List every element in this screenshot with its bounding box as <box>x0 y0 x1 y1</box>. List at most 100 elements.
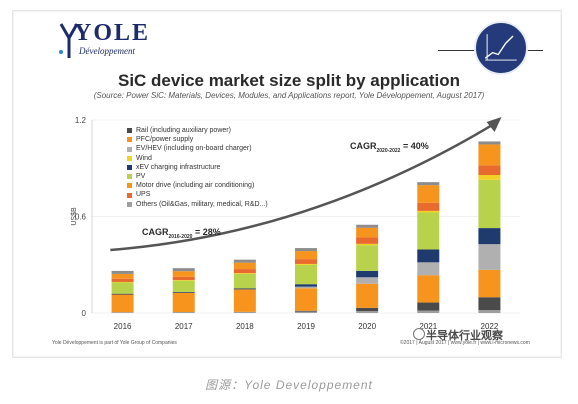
yole-logo-mark <box>59 23 79 58</box>
bar-segment-xev-2016 <box>111 293 134 295</box>
y-tick-label: 1.2 <box>75 116 87 125</box>
bar-segment-pfc-2017 <box>172 271 195 277</box>
legend-item-pfc: PFC/power supply <box>127 135 268 144</box>
logo-subtitle: Développement <box>79 46 135 56</box>
bar-segment-rail-2021 <box>417 302 440 311</box>
bar-segment-evhev-2022 <box>478 244 501 270</box>
bar-cap-2019 <box>295 248 317 252</box>
bar-cap-2017 <box>172 268 195 272</box>
legend-swatch <box>127 201 132 207</box>
bar-cap-2018 <box>233 259 256 263</box>
legend-label: PFC/power supply <box>136 136 194 144</box>
bar-segment-others-2021 <box>417 310 440 313</box>
bar-segment-others-2016 <box>111 312 134 313</box>
bar-segment-ups-2019 <box>295 259 317 264</box>
legend-item-wind: Wind <box>127 154 268 163</box>
wechat-icon <box>413 328 425 340</box>
legend-swatch <box>127 174 132 180</box>
bar-segment-wind-2020 <box>356 243 379 246</box>
bar-segment-motor-2018 <box>233 289 256 312</box>
bar-cap-2016 <box>111 270 134 274</box>
bar-segment-xev-2021 <box>417 249 440 263</box>
bar-segment-evhev-2019 <box>295 286 317 289</box>
bar-segment-ups-2022 <box>478 165 501 176</box>
legend-item-rail: Rail (including auxiliary power) <box>127 126 268 135</box>
bar-segment-ups-2021 <box>417 202 440 211</box>
legend-label: Wind <box>136 154 152 162</box>
bar-segment-xev-2020 <box>356 270 379 278</box>
bar-segment-wind-2019 <box>295 263 317 265</box>
x-tick-label: 2017 <box>175 322 193 331</box>
bar-segment-pv-2019 <box>295 264 317 285</box>
x-tick-label: 2016 <box>114 322 132 331</box>
arrow-head <box>486 117 502 132</box>
bar-segment-others-2018 <box>233 311 256 313</box>
bar-segment-motor-2022 <box>478 269 501 298</box>
bar-segment-xev-2017 <box>172 291 195 293</box>
y-tick-label: 0.6 <box>75 213 87 222</box>
image-caption: 图源：Yole Developpement <box>205 378 373 392</box>
bar-segment-wind-2022 <box>478 175 501 180</box>
legend-item-evhev: EV/HEV (including on-board charger) <box>127 144 268 153</box>
bar-segment-pv-2020 <box>356 245 379 271</box>
legend-item-xev: xEV charging infrastructure <box>127 163 268 172</box>
footer-right-text: ©2017 | August 2017 | www.yole.fr | www.… <box>400 340 530 346</box>
bar-segment-motor-2021 <box>417 275 440 303</box>
bar-cap-2021 <box>417 182 440 186</box>
bar-segment-pv-2016 <box>111 282 134 294</box>
chart-title: SiC device market size split by applicat… <box>117 71 460 90</box>
legend-swatch <box>127 146 132 152</box>
bar-segment-wind-2018 <box>233 273 256 274</box>
bar-segment-pv-2021 <box>417 212 440 250</box>
bar-segment-others-2022 <box>478 310 501 313</box>
bar-segment-pv-2018 <box>233 273 256 289</box>
legend-swatch <box>127 137 132 143</box>
bar-segment-wind-2016 <box>111 281 134 283</box>
bar-segment-motor-2019 <box>295 288 317 311</box>
x-tick-label: 2019 <box>297 322 315 331</box>
legend-label: UPS <box>136 191 151 199</box>
bar-segment-rail-2019 <box>295 310 317 312</box>
bar-cap-2022 <box>478 141 501 145</box>
legend-label: Others (Oil&Gas, military, medical, R&D.… <box>136 200 268 208</box>
bar-segment-others-2017 <box>172 312 195 313</box>
bar-segment-ups-2020 <box>356 237 379 244</box>
legend-item-others: Others (Oil&Gas, military, medical, R&D.… <box>127 200 268 209</box>
chart-card <box>12 10 562 358</box>
bar-segment-evhev-2021 <box>417 262 440 276</box>
x-tick-label: 2021 <box>419 322 437 331</box>
legend-swatch <box>127 128 132 134</box>
market-graph-icon <box>474 21 528 75</box>
footer-left-text: Yole Développement is part of Yole Group… <box>52 340 177 346</box>
bar-segment-others-2020 <box>356 311 379 313</box>
legend-item-motor: Motor drive (including air conditioning) <box>127 181 268 190</box>
bar-segment-xev-2018 <box>233 288 256 290</box>
bar-segment-motor-2017 <box>172 292 195 313</box>
bar-segment-motor-2020 <box>356 283 379 308</box>
bar-segment-motor-2016 <box>111 294 134 313</box>
bar-segment-pfc-2022 <box>478 144 501 166</box>
bar-segment-wind-2017 <box>172 280 195 281</box>
legend-label: xEV charging infrastructure <box>136 163 221 171</box>
bar-segment-xev-2019 <box>295 284 317 287</box>
x-tick-label: 2022 <box>481 322 499 331</box>
chart-legend: Rail (including auxiliary power) PFC/powe… <box>127 126 268 209</box>
bar-segment-others-2019 <box>295 311 317 313</box>
bar-segment-ups-2017 <box>172 276 195 281</box>
logo-wordmark: YOLE <box>74 20 151 46</box>
bar-segment-pv-2017 <box>172 280 195 292</box>
watermark-text: 半导体行业观察 <box>426 330 503 342</box>
bar-segment-ups-2016 <box>111 278 134 282</box>
legend-label: PV <box>136 173 146 181</box>
bar-segment-pfc-2020 <box>356 227 379 238</box>
chart-subtitle: (Source: Power SiC: Materials, Devices, … <box>93 91 485 100</box>
y-axis-label: US$B <box>71 207 78 226</box>
bar-segment-pfc-2019 <box>295 251 317 260</box>
cagr-trend-arrow <box>110 121 497 252</box>
legend-swatch <box>127 155 132 161</box>
legend-swatch <box>127 192 132 198</box>
legend-label: Motor drive (including air conditioning) <box>136 182 255 190</box>
legend-swatch <box>127 164 132 170</box>
legend-item-ups: UPS <box>127 190 268 199</box>
